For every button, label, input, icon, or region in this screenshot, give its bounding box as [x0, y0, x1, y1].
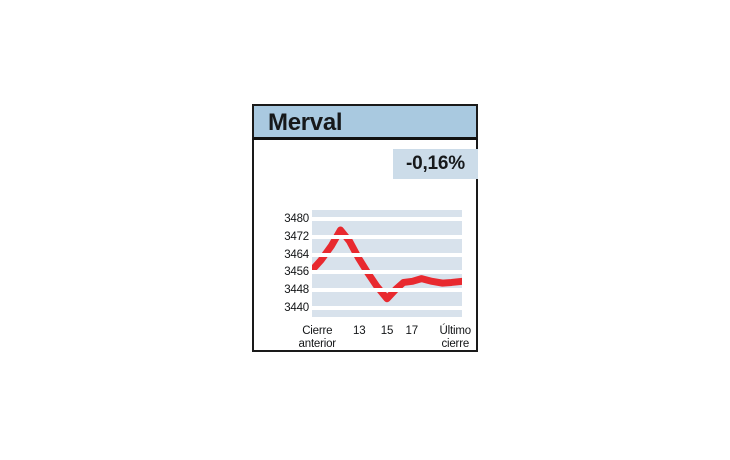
x-axis-tick: Último cierre [439, 325, 472, 350]
grid-line [312, 234, 462, 239]
page-title: Merval [268, 109, 343, 136]
stock-quote-card: Merval -0,16% 3480 3472 3464 3456 3448 3440 C… [252, 104, 478, 352]
x-axis-tick: Cierre anterior [298, 325, 337, 350]
y-axis: 3480 3472 3464 3456 3448 3440 [264, 210, 309, 317]
price-chart: 3480 3472 3464 3456 3448 3440 Cierre anterior 1… [254, 178, 476, 350]
y-axis-tick: 3480 [284, 212, 309, 225]
y-axis-tick: 3464 [284, 248, 309, 261]
card-header: Merval [252, 104, 478, 140]
grid-line [312, 306, 462, 311]
status-badge: -0,16% [393, 149, 478, 179]
grid-line [312, 270, 462, 275]
grid-line [312, 288, 462, 293]
x-axis-tick: 17 [405, 325, 419, 337]
change-percent-value: -0,16% [405, 153, 465, 174]
series-line [312, 210, 462, 317]
y-axis-tick: 3440 [284, 302, 309, 315]
card-body: -0,16% 3480 3472 3464 3456 3448 3440 Cierre an… [252, 140, 478, 352]
x-axis-tick: 13 [353, 325, 366, 337]
x-axis-tick: 15 [380, 325, 394, 337]
x-axis: Cierre anterior 13 15 17 Último cierre [254, 321, 476, 353]
y-axis-tick: 3456 [284, 266, 309, 279]
y-axis-tick: 3448 [284, 284, 309, 297]
y-axis-tick: 3472 [284, 230, 309, 243]
grid-line [312, 252, 462, 257]
plot-area [312, 210, 462, 317]
grid-line [312, 216, 462, 221]
